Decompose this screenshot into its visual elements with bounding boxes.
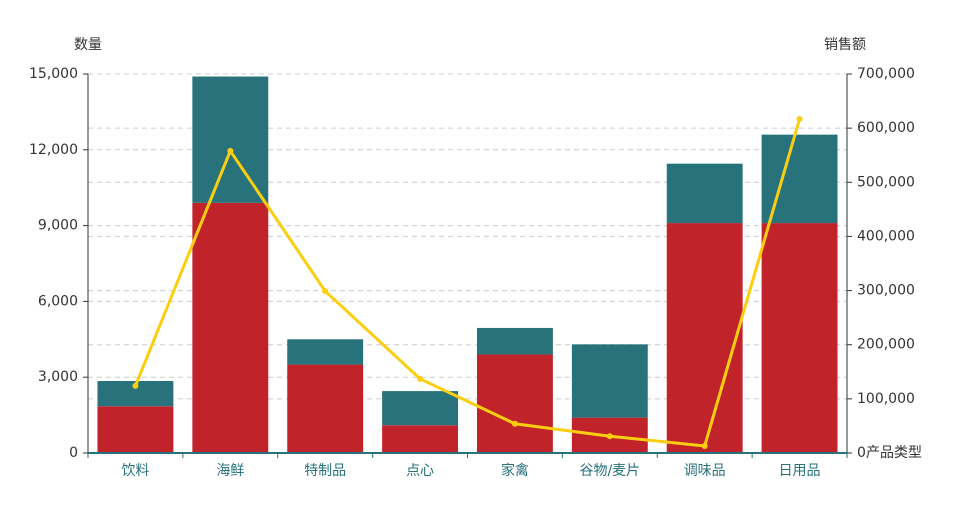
bar [287,339,364,365]
line-point [417,375,424,382]
y2-tick-label: 600,000 [857,120,915,136]
line-point [796,115,803,122]
line-point [606,433,613,440]
y2-tick-label: 400,000 [857,228,915,244]
bar [382,391,459,426]
y-tick-label: 12,000 [29,142,78,158]
y2-tick-label: 0 [857,445,866,461]
bar [476,327,553,355]
bar [666,163,743,224]
x-axis-title: 产品类型 [866,445,922,461]
y2-tick-label: 100,000 [857,391,915,407]
line-point [227,147,234,154]
y2-tick-label: 300,000 [857,283,915,299]
y-tick-label: 3,000 [38,369,78,385]
bar [571,344,648,418]
line-point [322,288,329,295]
x-tick-label: 点心 [406,463,434,479]
bar [761,223,838,453]
x-tick-label: 海鲜 [216,463,244,479]
x-tick-label: 家禽 [501,462,529,479]
y-tick-label: 0 [69,445,78,461]
y2-axis-title: 销售额 [824,37,866,53]
x-tick-label: 调味品 [684,463,726,479]
y-tick-label: 6,000 [38,293,78,309]
line-point [701,442,708,449]
x-tick-label: 谷物/麦片 [579,463,640,479]
bar [192,202,269,453]
bar [666,223,743,453]
x-tick-label: 特制品 [304,463,346,479]
bar [97,406,174,453]
x-tick-label: 日用品 [779,463,821,479]
bar [382,425,459,453]
y2-tick-label: 200,000 [857,337,915,353]
y2-tick-label: 500,000 [857,174,915,190]
y-tick-label: 15,000 [29,66,78,82]
line [134,118,802,448]
line-point [132,382,139,389]
bar [192,76,269,203]
y-tick-label: 9,000 [38,218,78,234]
bar [287,364,364,453]
y2-tick-label: 700,000 [857,66,915,82]
x-tick-label: 饮料 [121,463,149,479]
y-axis-title: 数量 [74,37,102,53]
bar [476,354,553,453]
line-point [511,420,518,427]
